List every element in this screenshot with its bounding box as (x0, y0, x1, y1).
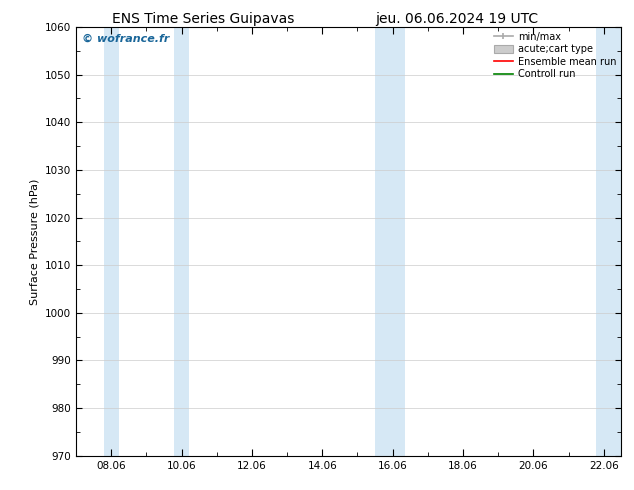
Bar (104, 27, 119, 456)
Bar (174, 27, 189, 456)
Text: ENS Time Series Guipavas: ENS Time Series Guipavas (112, 12, 294, 26)
Bar (375, 27, 390, 456)
Y-axis label: Surface Pressure (hPa): Surface Pressure (hPa) (29, 178, 39, 304)
Bar (597, 27, 621, 456)
Text: © wofrance.fr: © wofrance.fr (82, 33, 169, 44)
Text: jeu. 06.06.2024 19 UTC: jeu. 06.06.2024 19 UTC (375, 12, 538, 26)
Legend: min/max, acute;cart type, Ensemble mean run, Controll run: min/max, acute;cart type, Ensemble mean … (492, 30, 618, 81)
Bar (390, 27, 404, 456)
